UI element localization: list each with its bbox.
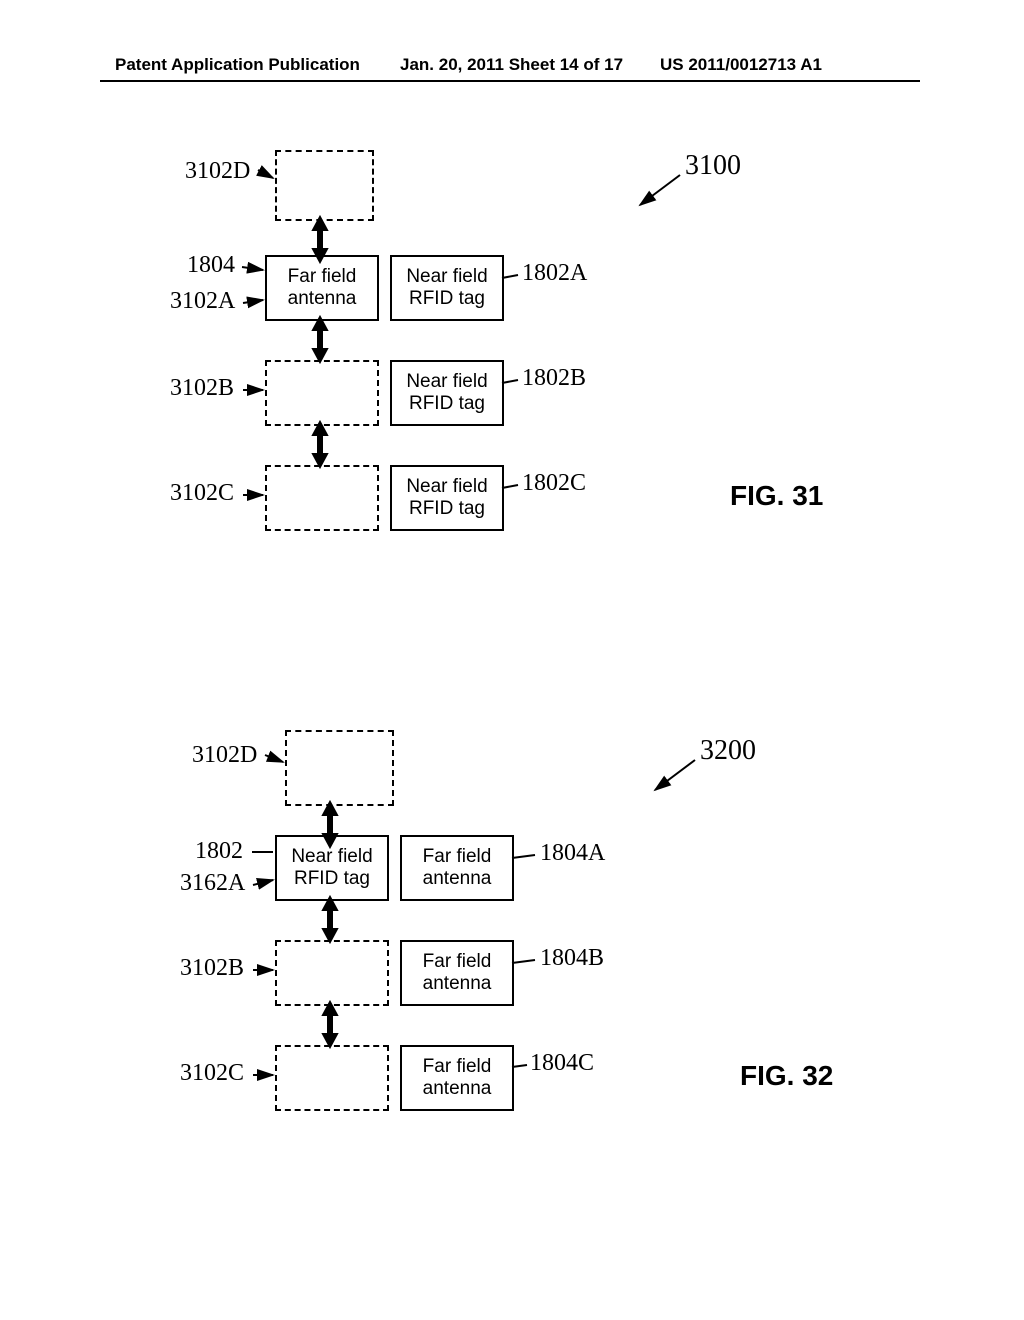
fig32-label-1802: 1802 bbox=[195, 838, 243, 865]
fig31-near-field-tag-a: Near field RFID tag bbox=[390, 255, 504, 321]
header-right: US 2011/0012713 A1 bbox=[660, 55, 822, 75]
fig32-ref-3200: 3200 bbox=[700, 735, 756, 767]
fig31-near-field-tag-c: Near field RFID tag bbox=[390, 465, 504, 531]
fig32-label-3102d: 3102D bbox=[192, 742, 257, 769]
page: Patent Application Publication Jan. 20, … bbox=[0, 0, 1024, 1320]
fig32-caption: FIG. 32 bbox=[740, 1060, 833, 1092]
fig32-label-1804b: 1804B bbox=[540, 945, 604, 972]
fig32-box-3102c bbox=[275, 1045, 389, 1111]
fig31-caption: FIG. 31 bbox=[730, 480, 823, 512]
fig32-annotations bbox=[0, 0, 1024, 1320]
fig31-box-3102d bbox=[275, 150, 374, 221]
fig31-box-3102c bbox=[265, 465, 379, 531]
fig32-box-3102b bbox=[275, 940, 389, 1006]
fig31-label-1804: 1804 bbox=[187, 252, 235, 279]
fig31-label-1802a: 1802A bbox=[522, 260, 587, 287]
fig32-far-field-antenna-a: Far field antenna bbox=[400, 835, 514, 901]
fig32-far-field-antenna-b: Far field antenna bbox=[400, 940, 514, 1006]
fig32-box-3102d bbox=[285, 730, 394, 806]
fig31-annotations bbox=[0, 0, 1024, 620]
fig31-label-3102c: 3102C bbox=[170, 480, 234, 507]
fig31-label-1802b: 1802B bbox=[522, 365, 586, 392]
header-mid: Jan. 20, 2011 Sheet 14 of 17 bbox=[400, 55, 623, 75]
fig32-label-1804a: 1804A bbox=[540, 840, 605, 867]
fig31-label-3102d: 3102D bbox=[185, 158, 250, 185]
fig31-label-1802c: 1802C bbox=[522, 470, 586, 497]
header-rule bbox=[100, 80, 920, 82]
fig31-label-3102a: 3102A bbox=[170, 288, 235, 315]
fig31-near-field-tag-b: Near field RFID tag bbox=[390, 360, 504, 426]
fig32-label-1804c: 1804C bbox=[530, 1050, 594, 1077]
fig32-near-field-tag: Near field RFID tag bbox=[275, 835, 389, 901]
fig32-label-3102b: 3102B bbox=[180, 955, 244, 982]
fig32-label-3102c: 3102C bbox=[180, 1060, 244, 1087]
fig32-label-3162a: 3162A bbox=[180, 870, 245, 897]
fig31-label-3102b: 3102B bbox=[170, 375, 234, 402]
fig31-far-field-antenna: Far field antenna bbox=[265, 255, 379, 321]
fig31-box-3102b bbox=[265, 360, 379, 426]
header-left: Patent Application Publication bbox=[115, 55, 360, 75]
fig32-far-field-antenna-c: Far field antenna bbox=[400, 1045, 514, 1111]
fig31-ref-3100: 3100 bbox=[685, 150, 741, 182]
